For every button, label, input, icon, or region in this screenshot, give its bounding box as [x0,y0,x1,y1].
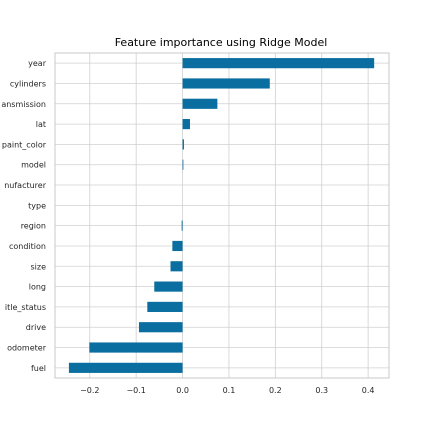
plot-frame [54,52,390,379]
y-tick-label: type [28,201,46,210]
y-tick-label: size [30,262,46,271]
bar-fuel [68,362,183,373]
bar-long [154,281,183,292]
x-tick-label: 0.3 [315,386,328,395]
bar-cylinders [182,78,270,89]
bars [68,58,375,373]
y-tick-label: nufacturer [4,181,47,190]
y-tick-label: long [29,283,46,292]
x-tick-label: 0.2 [269,386,282,395]
y-tick-label: model [21,161,46,170]
x-tick-label: 0.1 [223,386,236,395]
y-tick-label: ansmission [1,100,46,109]
bar-drive [138,322,183,333]
bar-condition [172,240,183,252]
grid-lines [55,53,389,378]
y-tick-label: fuel [31,364,46,373]
bar-year [182,58,375,69]
x-tick-label: −0.2 [80,386,99,395]
y-tick-label: paint_color [2,140,47,149]
bar-ansmission [182,98,218,109]
x-tick-label: 0.0 [176,386,189,395]
bar-lat [182,119,190,130]
y-tick-label: drive [26,323,46,332]
y-tick-labels: year cylinders ansmission lat paint_colormod… [1,59,46,373]
y-tick-label: odometer [7,344,47,353]
chart-title: Feature importance using Ridge Model [115,36,328,49]
y-tick-label: itle_status [5,303,46,312]
y-tick-label: cylinders [10,79,46,88]
bar-paint_color [182,139,184,150]
bar-odometer [89,342,183,353]
y-tick-label: region [21,222,46,231]
y-tick-label: lat [36,120,46,129]
y-tick-label: year [28,59,47,68]
bar-itle_status [147,301,183,312]
bar-region [181,220,183,231]
x-tick-label: −0.1 [126,386,145,395]
y-tick-label: condition [9,242,46,251]
bar-model [182,159,184,170]
bar-size [170,261,183,272]
x-tick-label: 0.4 [362,386,375,395]
x-tick-labels: −0.2 −0.1 0.0 0.1 0.2 0.3 0.4 [80,386,374,395]
